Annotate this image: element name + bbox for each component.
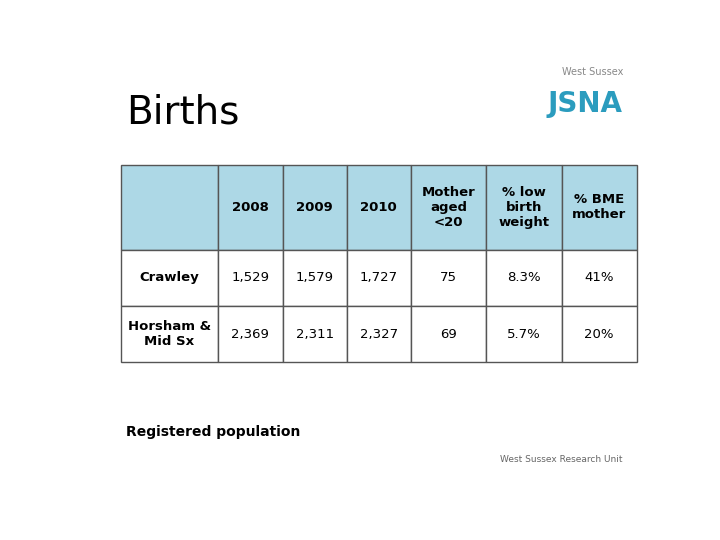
Bar: [411, 250, 486, 306]
Text: West Sussex Research Unit: West Sussex Research Unit: [500, 455, 623, 464]
Text: 2,369: 2,369: [232, 328, 269, 341]
Bar: [411, 165, 486, 250]
Bar: [282, 165, 347, 250]
Text: 69: 69: [440, 328, 457, 341]
Text: % low
birth
weight: % low birth weight: [498, 186, 549, 229]
Text: Births: Births: [126, 94, 240, 132]
Bar: [486, 250, 562, 306]
Bar: [121, 165, 218, 250]
Bar: [218, 250, 282, 306]
Bar: [486, 165, 562, 250]
Text: 41%: 41%: [585, 272, 614, 285]
Text: 8.3%: 8.3%: [507, 272, 541, 285]
Text: 2010: 2010: [361, 201, 397, 214]
Text: Crawley: Crawley: [140, 272, 199, 285]
Text: 2008: 2008: [232, 201, 269, 214]
Text: % BME
mother: % BME mother: [572, 193, 626, 221]
Text: JSNA: JSNA: [548, 90, 623, 118]
Bar: [218, 306, 282, 362]
Bar: [562, 306, 637, 362]
Text: Mother
aged
<20: Mother aged <20: [422, 186, 475, 229]
Bar: [121, 250, 218, 306]
Bar: [562, 165, 637, 250]
Bar: [121, 306, 218, 362]
Text: 1,579: 1,579: [296, 272, 333, 285]
Text: 1,727: 1,727: [360, 272, 398, 285]
Bar: [486, 306, 562, 362]
Text: 2009: 2009: [296, 201, 333, 214]
Text: 5.7%: 5.7%: [507, 328, 541, 341]
Text: 2,327: 2,327: [360, 328, 398, 341]
Text: 20%: 20%: [585, 328, 614, 341]
Text: West Sussex: West Sussex: [562, 68, 623, 77]
Text: Horsham &
Mid Sx: Horsham & Mid Sx: [128, 320, 211, 348]
Bar: [411, 306, 486, 362]
Text: 75: 75: [440, 272, 457, 285]
Bar: [562, 250, 637, 306]
Text: Registered population: Registered population: [126, 425, 301, 439]
Text: 2,311: 2,311: [295, 328, 333, 341]
Bar: [347, 306, 411, 362]
Bar: [218, 165, 282, 250]
Bar: [347, 165, 411, 250]
Text: 1,529: 1,529: [231, 272, 269, 285]
Bar: [282, 250, 347, 306]
Bar: [347, 250, 411, 306]
Bar: [282, 306, 347, 362]
